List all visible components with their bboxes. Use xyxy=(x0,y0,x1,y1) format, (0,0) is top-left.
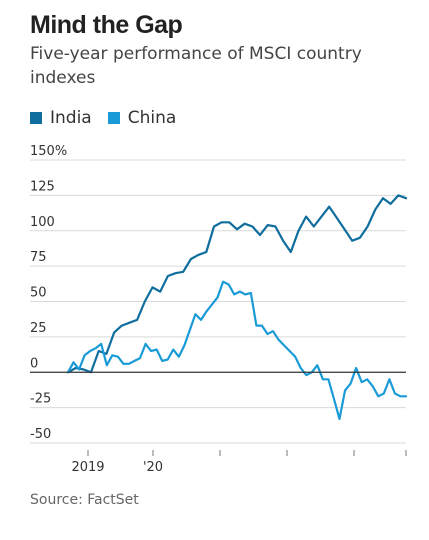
legend-label-india: India xyxy=(50,108,92,128)
legend: India China xyxy=(30,108,192,128)
y-tick-label-0: 150% xyxy=(30,144,67,159)
y-tick-label-6: 0 xyxy=(30,356,38,371)
x-tick-label-1: '20 xyxy=(143,460,163,475)
series-line-india xyxy=(66,194,408,374)
y-tick-label-1: 125 xyxy=(30,179,55,194)
legend-item-china: China xyxy=(107,108,177,128)
y-tick-label-4: 50 xyxy=(30,286,47,301)
y-tick-label-2: 100 xyxy=(30,215,55,230)
series-line-china xyxy=(66,280,408,420)
legend-label-china: China xyxy=(127,108,177,128)
legend-swatch-india xyxy=(30,112,42,124)
x-tick-label-0: 2019 xyxy=(71,460,104,475)
legend-item-india: India xyxy=(30,108,92,128)
source-note: Source: FactSet xyxy=(30,492,139,508)
chart-subtitle: Five-year performance of MSCI country in… xyxy=(30,44,362,88)
legend-swatch-china xyxy=(107,112,120,124)
chart-title: Mind the Gap xyxy=(30,11,183,39)
y-tick-label-5: 25 xyxy=(30,321,47,336)
y-tick-label-8: -50 xyxy=(30,427,51,442)
y-tick-label-7: -25 xyxy=(30,392,51,407)
y-tick-label-3: 75 xyxy=(30,250,47,265)
